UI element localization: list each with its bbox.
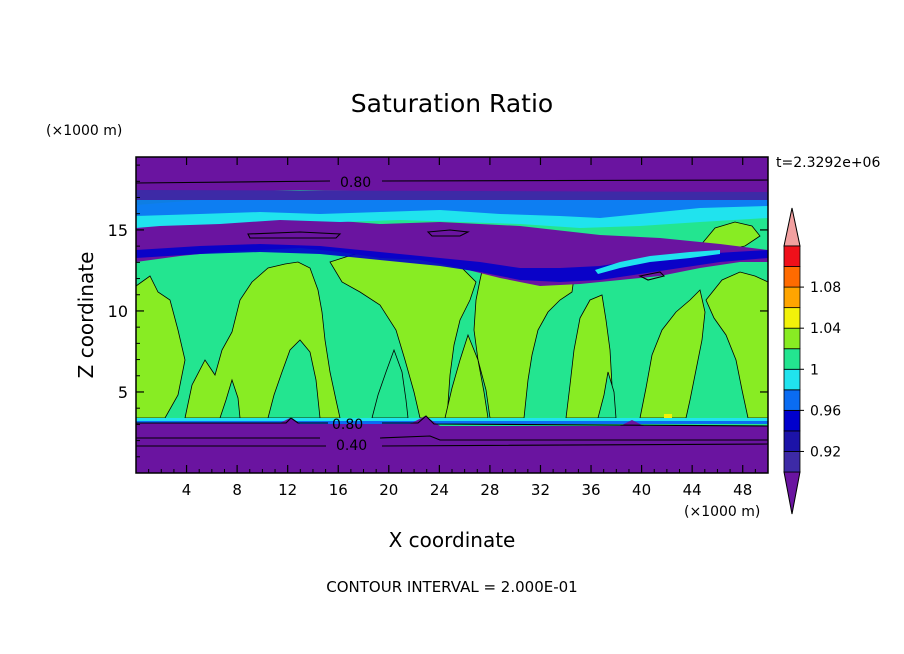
colorbar-tick-label: 1 bbox=[810, 362, 819, 378]
x-tick-label: 20 bbox=[379, 481, 398, 499]
colorbar-bin bbox=[783, 266, 801, 288]
colorbar-bin bbox=[783, 451, 801, 473]
colorbar-tick-label: 1.08 bbox=[810, 280, 841, 296]
top-dry-layer bbox=[136, 157, 768, 196]
upper-cyan-streak bbox=[595, 250, 720, 274]
high-blue-edge bbox=[136, 196, 768, 218]
x-tick-label: 40 bbox=[632, 481, 651, 499]
x-tick-label: 24 bbox=[430, 481, 449, 499]
colorbar-bin bbox=[783, 307, 801, 329]
contour-label-top: 0.80 bbox=[340, 175, 371, 191]
x-tick-label: 36 bbox=[581, 481, 600, 499]
contour-labels: 0.80 0.80 0.40 bbox=[332, 175, 371, 454]
top-indigo-band bbox=[136, 190, 768, 200]
colorbar-over-arrow bbox=[783, 207, 801, 247]
y-axis-units: (×1000 m) bbox=[46, 123, 122, 139]
x-tick-label: 44 bbox=[683, 481, 702, 499]
time-label: t=2.3292e+06 bbox=[776, 155, 880, 171]
colorbar-bin bbox=[783, 286, 801, 309]
colorbar-bin bbox=[783, 348, 801, 370]
contour-label-base: 0.80 bbox=[332, 417, 363, 433]
colorbar: 0.92 0.96 1 1.04 1.08 bbox=[783, 207, 841, 515]
contour-interval: CONTOUR INTERVAL = 2.000E-01 bbox=[326, 578, 577, 596]
cloud-base-blue-band bbox=[136, 421, 768, 424]
y-axis-label: Z coordinate bbox=[74, 252, 98, 379]
x-axis: 4 8 12 16 20 24 28 32 36 40 44 48 bbox=[148, 157, 756, 499]
y-tick-label: 15 bbox=[108, 221, 128, 240]
colorbar-bin bbox=[783, 245, 801, 267]
colorbar-bin bbox=[783, 409, 801, 432]
colorbar-tick-label: 0.92 bbox=[810, 444, 841, 460]
x-tick-label: 32 bbox=[531, 481, 550, 499]
colorbar-tick-label: 0.96 bbox=[810, 403, 841, 419]
x-axis-label: X coordinate bbox=[389, 528, 516, 552]
x-tick-label: 48 bbox=[733, 481, 752, 499]
x-tick-label: 16 bbox=[329, 481, 348, 499]
colorbar-bin bbox=[783, 389, 801, 411]
colorbar-bin bbox=[783, 430, 801, 452]
contour-field bbox=[136, 157, 768, 473]
x-tick-label: 4 bbox=[182, 481, 192, 499]
colorbar-bin bbox=[783, 327, 801, 350]
x-tick-label: 8 bbox=[232, 481, 242, 499]
contour-label-low: 0.40 bbox=[336, 438, 367, 454]
y-tick-label: 5 bbox=[118, 383, 128, 402]
y-tick-label: 10 bbox=[108, 302, 128, 321]
lower-dry-layer bbox=[136, 416, 768, 473]
convective-plumes bbox=[136, 211, 768, 419]
colorbar-under-arrow bbox=[783, 471, 801, 515]
moist-pocket bbox=[664, 414, 672, 418]
colorbar-bin bbox=[783, 368, 801, 391]
contour-lines bbox=[136, 179, 768, 447]
colorbar-tick-label: 1.04 bbox=[810, 321, 841, 337]
x-axis-units: (×1000 m) bbox=[684, 504, 760, 520]
x-tick-label: 12 bbox=[278, 481, 297, 499]
chart-title: Saturation Ratio bbox=[351, 89, 553, 118]
upper-blue-band bbox=[136, 244, 768, 282]
y-axis: 5 10 15 bbox=[108, 164, 768, 458]
x-tick-label: 28 bbox=[480, 481, 499, 499]
